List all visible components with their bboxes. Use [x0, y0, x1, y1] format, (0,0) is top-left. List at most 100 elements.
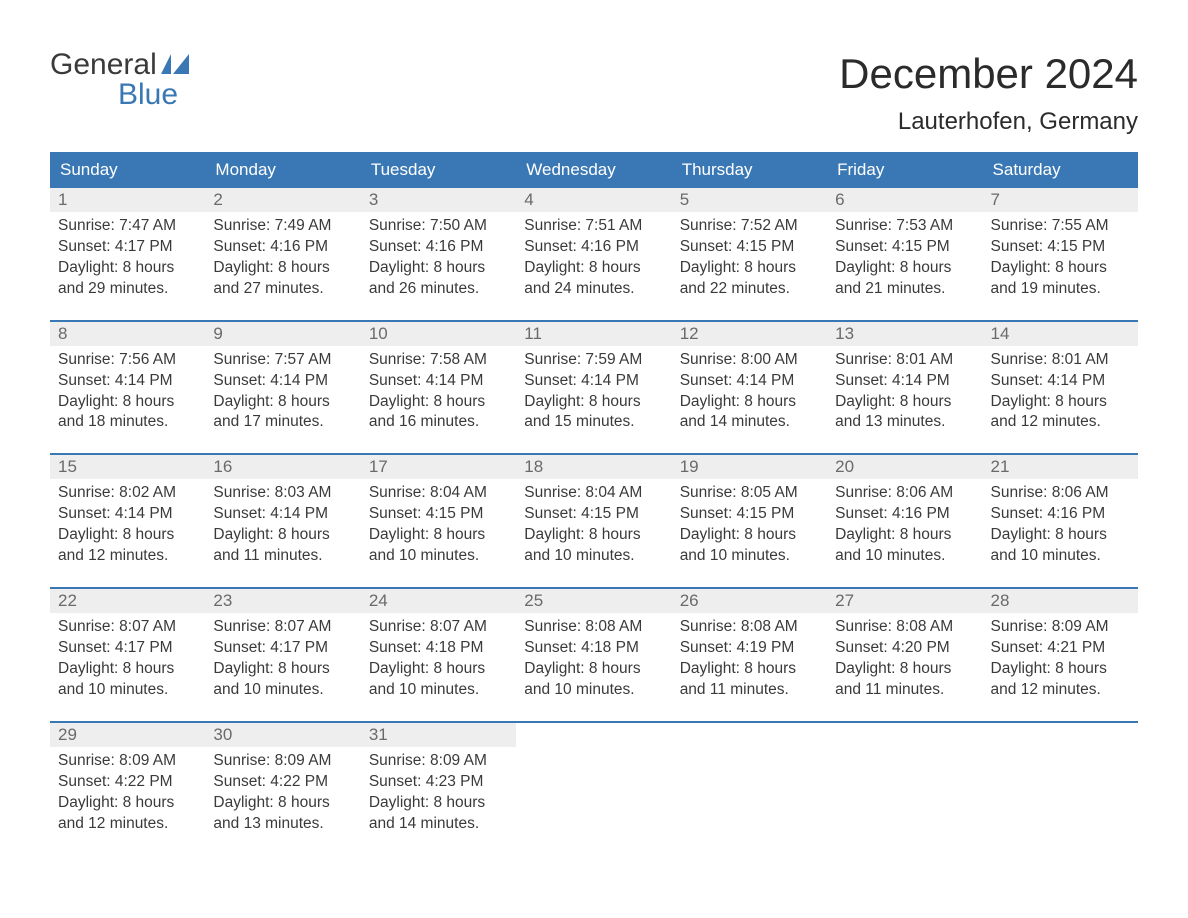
dow-cell: Saturday: [983, 152, 1138, 188]
dow-cell: Sunday: [50, 152, 205, 188]
day-cell: [672, 723, 827, 835]
day-cell: 21Sunrise: 8:06 AMSunset: 4:16 PMDayligh…: [983, 455, 1138, 567]
day-body: Sunrise: 8:09 AMSunset: 4:22 PMDaylight:…: [50, 747, 205, 835]
day-cell: [827, 723, 982, 835]
day-cell: 3Sunrise: 7:50 AMSunset: 4:16 PMDaylight…: [361, 188, 516, 300]
day-body: Sunrise: 7:52 AMSunset: 4:15 PMDaylight:…: [672, 212, 827, 300]
dow-cell: Tuesday: [361, 152, 516, 188]
day-number: 7: [983, 188, 1138, 212]
day-number: 4: [516, 188, 671, 212]
day-body: Sunrise: 7:59 AMSunset: 4:14 PMDaylight:…: [516, 346, 671, 434]
day-cell: 24Sunrise: 8:07 AMSunset: 4:18 PMDayligh…: [361, 589, 516, 701]
flag-icon: [161, 50, 189, 80]
day-body: Sunrise: 8:03 AMSunset: 4:14 PMDaylight:…: [205, 479, 360, 567]
dow-cell: Friday: [827, 152, 982, 188]
day-number: 20: [827, 455, 982, 479]
day-cell: 27Sunrise: 8:08 AMSunset: 4:20 PMDayligh…: [827, 589, 982, 701]
day-body: Sunrise: 7:51 AMSunset: 4:16 PMDaylight:…: [516, 212, 671, 300]
day-number: 30: [205, 723, 360, 747]
day-body: Sunrise: 8:08 AMSunset: 4:18 PMDaylight:…: [516, 613, 671, 701]
day-number: 18: [516, 455, 671, 479]
day-body: Sunrise: 8:06 AMSunset: 4:16 PMDaylight:…: [983, 479, 1138, 567]
day-number: 8: [50, 322, 205, 346]
day-body: Sunrise: 8:05 AMSunset: 4:15 PMDaylight:…: [672, 479, 827, 567]
location: Lauterhofen, Germany: [839, 108, 1138, 136]
day-cell: 23Sunrise: 8:07 AMSunset: 4:17 PMDayligh…: [205, 589, 360, 701]
day-body: Sunrise: 8:04 AMSunset: 4:15 PMDaylight:…: [361, 479, 516, 567]
day-number: 3: [361, 188, 516, 212]
logo: General Blue: [50, 50, 189, 110]
day-number: 13: [827, 322, 982, 346]
day-cell: 22Sunrise: 8:07 AMSunset: 4:17 PMDayligh…: [50, 589, 205, 701]
day-number: 24: [361, 589, 516, 613]
day-body: Sunrise: 8:02 AMSunset: 4:14 PMDaylight:…: [50, 479, 205, 567]
day-number: 16: [205, 455, 360, 479]
day-number: 26: [672, 589, 827, 613]
day-number: 27: [827, 589, 982, 613]
day-number: 15: [50, 455, 205, 479]
week-row: 29Sunrise: 8:09 AMSunset: 4:22 PMDayligh…: [50, 721, 1138, 835]
day-number: 11: [516, 322, 671, 346]
dow-cell: Monday: [205, 152, 360, 188]
day-number: 5: [672, 188, 827, 212]
day-cell: 29Sunrise: 8:09 AMSunset: 4:22 PMDayligh…: [50, 723, 205, 835]
day-body: Sunrise: 8:04 AMSunset: 4:15 PMDaylight:…: [516, 479, 671, 567]
day-cell: 9Sunrise: 7:57 AMSunset: 4:14 PMDaylight…: [205, 322, 360, 434]
day-number: 22: [50, 589, 205, 613]
day-cell: 30Sunrise: 8:09 AMSunset: 4:22 PMDayligh…: [205, 723, 360, 835]
title-block: December 2024 Lauterhofen, Germany: [839, 50, 1138, 144]
day-number: 23: [205, 589, 360, 613]
day-body: Sunrise: 8:07 AMSunset: 4:17 PMDaylight:…: [50, 613, 205, 701]
day-cell: 13Sunrise: 8:01 AMSunset: 4:14 PMDayligh…: [827, 322, 982, 434]
day-body: Sunrise: 7:53 AMSunset: 4:15 PMDaylight:…: [827, 212, 982, 300]
dow-cell: Wednesday: [516, 152, 671, 188]
day-body: Sunrise: 7:50 AMSunset: 4:16 PMDaylight:…: [361, 212, 516, 300]
day-cell: [983, 723, 1138, 835]
week-row: 22Sunrise: 8:07 AMSunset: 4:17 PMDayligh…: [50, 587, 1138, 701]
day-cell: 16Sunrise: 8:03 AMSunset: 4:14 PMDayligh…: [205, 455, 360, 567]
day-body: Sunrise: 8:00 AMSunset: 4:14 PMDaylight:…: [672, 346, 827, 434]
day-body: Sunrise: 8:09 AMSunset: 4:21 PMDaylight:…: [983, 613, 1138, 701]
header: General Blue December 2024 Lauterhofen, …: [50, 50, 1138, 144]
day-cell: 28Sunrise: 8:09 AMSunset: 4:21 PMDayligh…: [983, 589, 1138, 701]
day-number: 19: [672, 455, 827, 479]
day-number: 14: [983, 322, 1138, 346]
day-body: Sunrise: 7:57 AMSunset: 4:14 PMDaylight:…: [205, 346, 360, 434]
day-number: 28: [983, 589, 1138, 613]
day-cell: 10Sunrise: 7:58 AMSunset: 4:14 PMDayligh…: [361, 322, 516, 434]
logo-text-1: General: [50, 50, 157, 80]
day-number: 25: [516, 589, 671, 613]
day-cell: 11Sunrise: 7:59 AMSunset: 4:14 PMDayligh…: [516, 322, 671, 434]
day-cell: 25Sunrise: 8:08 AMSunset: 4:18 PMDayligh…: [516, 589, 671, 701]
day-body: Sunrise: 7:58 AMSunset: 4:14 PMDaylight:…: [361, 346, 516, 434]
day-cell: 26Sunrise: 8:08 AMSunset: 4:19 PMDayligh…: [672, 589, 827, 701]
day-cell: 15Sunrise: 8:02 AMSunset: 4:14 PMDayligh…: [50, 455, 205, 567]
calendar: SundayMondayTuesdayWednesdayThursdayFrid…: [50, 152, 1138, 834]
day-body: Sunrise: 7:49 AMSunset: 4:16 PMDaylight:…: [205, 212, 360, 300]
day-number: 9: [205, 322, 360, 346]
day-cell: [516, 723, 671, 835]
day-body: Sunrise: 7:56 AMSunset: 4:14 PMDaylight:…: [50, 346, 205, 434]
day-body: Sunrise: 7:55 AMSunset: 4:15 PMDaylight:…: [983, 212, 1138, 300]
day-cell: 6Sunrise: 7:53 AMSunset: 4:15 PMDaylight…: [827, 188, 982, 300]
day-body: Sunrise: 8:01 AMSunset: 4:14 PMDaylight:…: [827, 346, 982, 434]
month-title: December 2024: [839, 50, 1138, 98]
day-number: 31: [361, 723, 516, 747]
day-cell: 19Sunrise: 8:05 AMSunset: 4:15 PMDayligh…: [672, 455, 827, 567]
day-cell: 17Sunrise: 8:04 AMSunset: 4:15 PMDayligh…: [361, 455, 516, 567]
day-number: 12: [672, 322, 827, 346]
day-body: Sunrise: 8:07 AMSunset: 4:18 PMDaylight:…: [361, 613, 516, 701]
day-number: 2: [205, 188, 360, 212]
day-cell: 8Sunrise: 7:56 AMSunset: 4:14 PMDaylight…: [50, 322, 205, 434]
day-body: Sunrise: 8:08 AMSunset: 4:19 PMDaylight:…: [672, 613, 827, 701]
day-cell: 12Sunrise: 8:00 AMSunset: 4:14 PMDayligh…: [672, 322, 827, 434]
day-cell: 4Sunrise: 7:51 AMSunset: 4:16 PMDaylight…: [516, 188, 671, 300]
dow-cell: Thursday: [672, 152, 827, 188]
day-body: Sunrise: 8:09 AMSunset: 4:23 PMDaylight:…: [361, 747, 516, 835]
day-cell: 5Sunrise: 7:52 AMSunset: 4:15 PMDaylight…: [672, 188, 827, 300]
day-cell: 18Sunrise: 8:04 AMSunset: 4:15 PMDayligh…: [516, 455, 671, 567]
day-cell: 14Sunrise: 8:01 AMSunset: 4:14 PMDayligh…: [983, 322, 1138, 434]
day-number: 17: [361, 455, 516, 479]
day-cell: 31Sunrise: 8:09 AMSunset: 4:23 PMDayligh…: [361, 723, 516, 835]
day-cell: 7Sunrise: 7:55 AMSunset: 4:15 PMDaylight…: [983, 188, 1138, 300]
